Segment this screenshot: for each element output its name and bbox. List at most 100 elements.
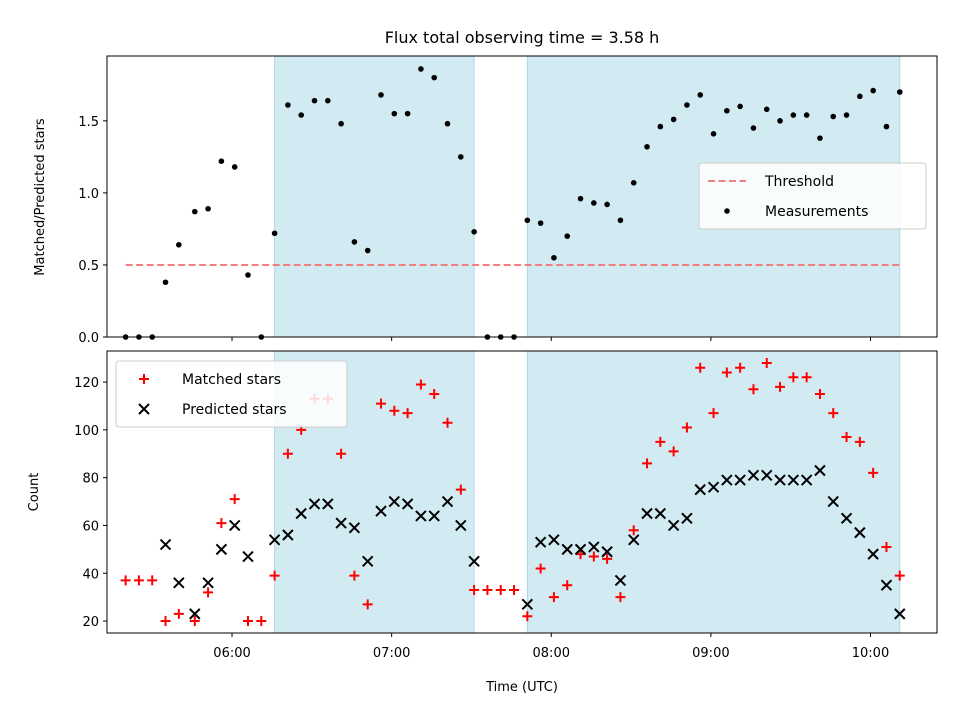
predicted-stars-point bbox=[521, 598, 534, 611]
matched-stars-point bbox=[269, 570, 280, 581]
matched-stars-point bbox=[282, 448, 293, 459]
top-ytick-label: 1.0 bbox=[78, 187, 99, 202]
measurement-point bbox=[870, 87, 876, 94]
bottom-panel: 20 40 60 80 100 120 06:00 07:00 08:00 09:00 10:00 M… bbox=[74, 350, 938, 661]
matched-stars-point bbox=[256, 616, 267, 627]
predicted-stars-point bbox=[880, 579, 893, 591]
matched-stars-point bbox=[841, 432, 852, 443]
matched-stars-point bbox=[349, 570, 360, 581]
predicted-stars-point bbox=[548, 534, 560, 546]
measurement-point bbox=[444, 120, 451, 127]
measurement-point bbox=[883, 123, 890, 130]
matched-stars-point bbox=[509, 584, 520, 595]
legend-frame bbox=[115, 360, 348, 428]
predicted-stars-point bbox=[694, 483, 706, 496]
predicted-stars-point bbox=[601, 546, 613, 558]
predicted-stars-point bbox=[282, 529, 294, 541]
predicted-stars-point bbox=[335, 517, 347, 529]
xtick-label: 07:00 bbox=[373, 646, 410, 661]
measurement-point bbox=[218, 158, 225, 164]
predicted-stars-point bbox=[159, 538, 172, 551]
matched-stars-point bbox=[455, 484, 466, 495]
matched-stars-point bbox=[389, 405, 400, 416]
matched-stars-point bbox=[642, 458, 653, 469]
predicted-stars-point bbox=[894, 608, 906, 620]
measurement-point bbox=[325, 97, 331, 104]
predicted-stars-point bbox=[415, 510, 427, 522]
measurement-point bbox=[231, 164, 238, 170]
bottom-ytick-label: 80 bbox=[82, 472, 99, 487]
predicted-stars-point bbox=[455, 519, 467, 532]
bottom-shaded-interval-2 bbox=[526, 350, 901, 634]
predicted-stars-point bbox=[322, 498, 334, 510]
matched-stars-point bbox=[229, 494, 240, 505]
predicted-stars-point bbox=[814, 464, 826, 477]
matched-stars-point bbox=[788, 372, 799, 383]
matched-stars-point bbox=[216, 518, 227, 529]
matched-stars-point bbox=[801, 372, 812, 383]
predicted-stars-point bbox=[228, 519, 241, 532]
bottom-ytick-label: 120 bbox=[74, 376, 99, 391]
legend: Matched stars Predicted stars bbox=[115, 360, 348, 428]
measurement-point bbox=[271, 230, 278, 237]
measurement-point bbox=[657, 123, 664, 130]
measurement-point bbox=[604, 201, 610, 208]
measurement-point bbox=[644, 143, 650, 150]
measurement-point bbox=[684, 102, 690, 108]
matched-stars-point bbox=[173, 608, 184, 619]
bottom-ytick-label: 100 bbox=[74, 424, 99, 439]
measurement-point bbox=[670, 116, 677, 123]
matched-stars-point bbox=[429, 389, 440, 400]
top-ytick-label: 0.5 bbox=[78, 259, 99, 274]
legend-frame bbox=[698, 162, 927, 230]
predicted-stars-point bbox=[747, 469, 760, 481]
matched-stars-point bbox=[442, 417, 453, 428]
predicted-stars-point bbox=[441, 495, 454, 508]
legend-matched-swatch bbox=[139, 374, 149, 384]
matched-stars-point bbox=[482, 584, 493, 595]
measurement-point bbox=[777, 118, 783, 124]
predicted-stars-point bbox=[734, 474, 746, 486]
matched-stars-point bbox=[748, 384, 759, 395]
top-ytick-label: 1.5 bbox=[78, 115, 99, 130]
matched-stars-point bbox=[402, 408, 413, 419]
legend-predicted-swatch bbox=[138, 403, 150, 415]
matched-stars-point bbox=[189, 616, 200, 627]
matched-stars-point bbox=[575, 549, 586, 560]
measurement-point bbox=[697, 92, 704, 98]
predicted-stars-point bbox=[375, 505, 387, 517]
matched-stars-point bbox=[854, 436, 865, 447]
measurement-point bbox=[577, 195, 584, 202]
predicted-stars-point bbox=[574, 543, 587, 556]
matched-stars-point bbox=[160, 616, 171, 627]
matched-stars-point bbox=[761, 357, 772, 368]
matched-stars-point bbox=[708, 408, 719, 419]
predicted-stars-point bbox=[202, 577, 214, 589]
measurement-point bbox=[245, 272, 251, 278]
matched-stars-point bbox=[628, 525, 639, 536]
predicted-stars-point bbox=[534, 536, 547, 548]
matched-stars-point bbox=[336, 448, 347, 459]
measurement-point bbox=[524, 217, 531, 224]
matched-stars-point bbox=[376, 398, 387, 409]
legend-label: Threshold bbox=[764, 174, 834, 190]
matched-stars-point bbox=[602, 553, 613, 564]
predicted-stars-point bbox=[295, 507, 307, 520]
predicted-stars-point bbox=[774, 474, 786, 486]
matched-stars-point bbox=[562, 580, 573, 591]
matched-stars-point bbox=[469, 584, 480, 595]
matched-stars-point bbox=[681, 422, 692, 433]
matched-stars-point bbox=[721, 367, 732, 378]
matched-stars-point bbox=[894, 570, 905, 581]
predicted-stars-point bbox=[854, 526, 866, 539]
matched-stars-point bbox=[775, 381, 786, 392]
matched-stars-point bbox=[868, 467, 879, 478]
measurement-point bbox=[378, 92, 384, 98]
xtick-label: 10:00 bbox=[852, 646, 889, 661]
chart-title: Flux total observing time = 3.58 h bbox=[385, 28, 660, 47]
bottom-ytick-label: 60 bbox=[82, 519, 99, 534]
matched-stars-point bbox=[655, 436, 666, 447]
matched-stars-point bbox=[147, 575, 158, 586]
matched-stars-point bbox=[814, 389, 825, 400]
